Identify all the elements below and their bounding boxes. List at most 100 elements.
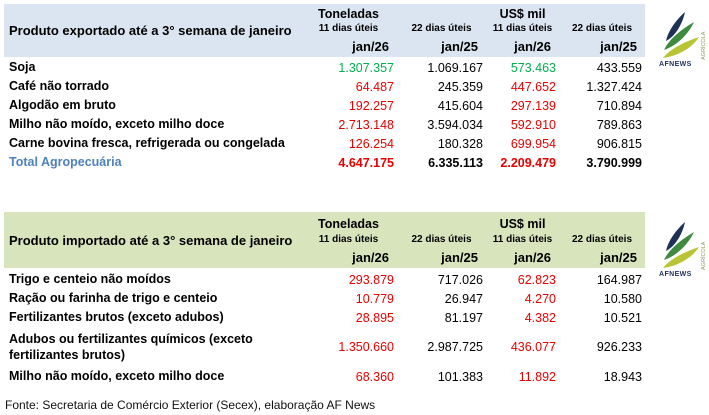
value-cell: 1.327.424	[586, 79, 642, 94]
value-cell: 592.910	[510, 117, 556, 132]
value-cell: 293.879	[348, 272, 394, 287]
table-row: Algodão em bruto 192.257 415.604 297.139 710…	[4, 96, 645, 115]
value-cell: 717.026	[437, 272, 483, 287]
afnews-logo: AFNEWS AGRÍCOLA	[656, 10, 708, 68]
column-period: 11 dias úteis	[492, 23, 553, 34]
total-row: Total Agropecuária 4.647.175 6.335.113 2.20…	[4, 153, 645, 172]
value-cell: 1.069.167	[427, 60, 483, 75]
column-month: jan/25	[441, 39, 478, 54]
value-cell: 415.604	[437, 98, 483, 113]
value-cell: 101.383	[437, 369, 483, 384]
value-cell: 573.463	[510, 60, 556, 75]
unit-header-toneladas: Toneladas	[318, 217, 379, 231]
value-cell: 3.790.999	[586, 155, 642, 170]
afnews-logo-icon: AFNEWS AGRÍCOLA	[659, 12, 707, 68]
table-row: Milho não moído, exceto milho doce 68.360…	[4, 367, 645, 386]
row-label: Milho não moído, exceto milho doce	[9, 117, 225, 132]
row-label: Adubos ou fertilizantes químicos (exceto…	[9, 331, 253, 362]
column-period: 11 dias úteis	[318, 23, 379, 34]
column-period: 22 dias úteis	[411, 23, 472, 34]
value-cell: 245.359	[437, 79, 483, 94]
value-cell: 126.254	[348, 136, 394, 151]
value-cell: 447.652	[510, 79, 556, 94]
value-cell: 297.139	[510, 98, 556, 113]
value-cell: 11.892	[518, 369, 556, 384]
column-period: 11 dias úteis	[492, 233, 553, 245]
row-label: Fertilizantes brutos (exceto adubos)	[9, 310, 224, 325]
unit-header-usd: US$ mil	[499, 7, 546, 21]
row-label: Trigo e centeio não moídos	[9, 272, 171, 287]
value-cell: 2.713.148	[338, 117, 394, 132]
import-table-body: Trigo e centeio não moídos 293.879 717.026…	[4, 270, 645, 386]
export-table-header: Produto exportado até a 3° semana de jan…	[4, 4, 645, 57]
table-row: Adubos ou fertilizantes químicos (exceto…	[4, 327, 645, 367]
table-row: Café não torrado 64.487 245.359 447.652 1.32…	[4, 77, 645, 96]
table-row: Soja 1.307.357 1.069.167 573.463 433.559	[4, 58, 645, 77]
row-label: Soja	[9, 60, 36, 75]
row-label: Total Agropecuária	[9, 155, 122, 170]
value-cell: 10.779	[355, 291, 394, 306]
source-note: Fonte: Secretaria de Comércio Exterior (…	[5, 398, 376, 412]
value-cell: 68.360	[355, 369, 394, 384]
value-cell: 436.077	[510, 340, 556, 354]
unit-header-usd: US$ mil	[499, 217, 546, 231]
table-row: Ração ou farinha de trigo e centeio 10.77…	[4, 289, 645, 308]
value-cell: 180.328	[437, 136, 483, 151]
logo-wordmark: AFNEWS	[659, 61, 692, 68]
value-cell: 1.350.660	[338, 340, 394, 354]
export-table-title: Produto exportado até a 3° semana de jan…	[9, 23, 292, 38]
value-cell: 4.270	[524, 291, 556, 306]
value-cell: 62.823	[517, 272, 556, 287]
value-cell: 1.307.357	[338, 60, 394, 75]
value-cell: 789.863	[596, 117, 642, 132]
value-cell: 192.257	[348, 98, 394, 113]
value-cell: 4.647.175	[338, 155, 394, 170]
value-cell: 710.894	[596, 98, 642, 113]
value-cell: 6.335.113	[428, 155, 483, 170]
column-month: jan/26	[514, 39, 551, 54]
value-cell: 906.815	[596, 136, 642, 151]
value-cell: 699.954	[510, 136, 556, 151]
row-label: Algodão em bruto	[9, 98, 116, 113]
table-row: Trigo e centeio não moídos 293.879 717.026…	[4, 270, 645, 289]
logo-vertical-text: AGRÍCOLA	[700, 31, 707, 60]
value-cell: 4.382	[524, 310, 556, 325]
leaves-icon	[663, 12, 699, 58]
table-row: Milho não moído, exceto milho doce 2.713.…	[4, 115, 645, 134]
column-month: jan/25	[600, 39, 637, 54]
value-cell: 433.559	[596, 60, 642, 75]
column-period: 22 dias úteis	[571, 23, 633, 34]
afnews-logo: AFNEWS AGRÍCOLA	[656, 220, 708, 278]
column-period: 22 dias úteis	[571, 233, 633, 245]
column-period: 11 dias úteis	[318, 233, 379, 245]
value-cell: 28.895	[355, 310, 394, 325]
afnews-logo-icon: AFNEWS AGRÍCOLA	[659, 222, 707, 278]
row-label: Milho não moído, exceto milho doce	[9, 369, 225, 384]
row-label: Carne bovina fresca, refrigerada ou cong…	[9, 136, 285, 151]
value-cell: 2.209.479	[500, 155, 556, 170]
logo-vertical-text: AGRÍCOLA	[700, 241, 707, 270]
value-cell: 926.233	[596, 340, 642, 354]
value-cell: 10.521	[603, 310, 642, 325]
value-cell: 18.943	[603, 369, 642, 384]
column-month: jan/26	[352, 39, 389, 54]
logo-wordmark: AFNEWS	[659, 271, 692, 278]
table-row: Fertilizantes brutos (exceto adubos) 28.8…	[4, 308, 645, 327]
column-month: jan/26	[352, 250, 389, 265]
table-row: Carne bovina fresca, refrigerada ou cong…	[4, 134, 645, 153]
import-table-header: Produto importado até a 3° semana de jan…	[4, 212, 645, 268]
column-period: 22 dias úteis	[411, 233, 472, 245]
value-cell: 26.947	[444, 291, 483, 306]
row-label: Ração ou farinha de trigo e centeio	[9, 291, 218, 306]
value-cell: 81.197	[444, 310, 483, 325]
row-label: Café não torrado	[9, 79, 110, 94]
import-table-title: Produto importado até a 3° semana de jan…	[9, 232, 293, 248]
unit-header-toneladas: Toneladas	[318, 7, 379, 21]
leaves-icon	[663, 222, 699, 268]
value-cell: 164.987	[596, 272, 642, 287]
column-month: jan/25	[441, 250, 478, 265]
export-table-body: Soja 1.307.357 1.069.167 573.463 433.559 Café…	[4, 58, 645, 172]
value-cell: 3.594.034	[427, 117, 483, 132]
value-cell: 64.487	[355, 79, 394, 94]
